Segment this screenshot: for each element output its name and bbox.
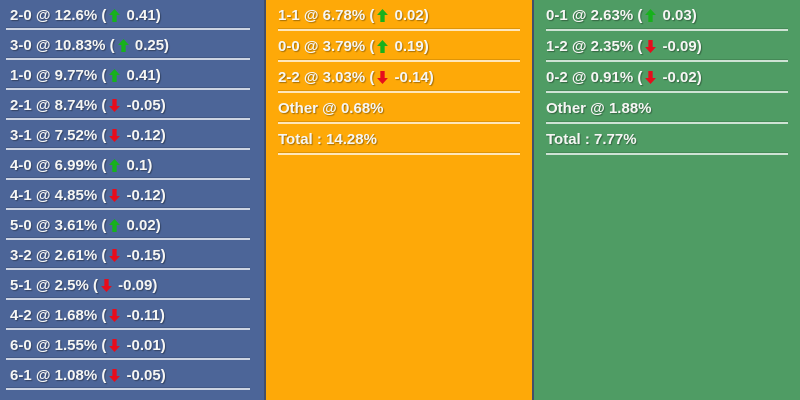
odds-text: Other @ 1.88% [546,100,652,117]
odds-row[interactable]: 3-2 @ 2.61% ( -0.15) [0,240,264,270]
odds-row[interactable]: 5-1 @ 2.5% ( -0.09) [0,270,264,300]
draw-scores-column: 1-1 @ 6.78% ( 0.02) 0-0 @ 3.79% ( 0.19) … [266,0,532,400]
odds-row[interactable]: Total : 7.77% [534,124,800,155]
odds-change: -0.01) [122,336,166,354]
odds-row[interactable]: 1-2 @ 2.35% ( -0.09) [534,31,800,62]
odds-row[interactable]: Other @ 1.88% [534,93,800,124]
odds-text: 0-1 @ 2.63% ( [546,7,643,24]
odds-text: 4-1 @ 4.85% ( [10,186,107,204]
odds-text: 2-2 @ 3.03% ( [278,69,375,86]
up-arrow-icon [377,40,389,53]
up-arrow-icon [109,8,121,22]
up-arrow-icon [377,9,389,22]
odds-change: 0.41) [122,66,161,84]
odds-row[interactable]: 6-0 @ 1.55% ( -0.01) [0,330,264,360]
down-arrow-icon [109,98,121,112]
column-divider [532,0,534,400]
odds-change: -0.05) [122,366,166,384]
odds-text: 2-0 @ 12.6% ( [10,6,107,24]
down-arrow-icon [101,278,112,292]
odds-change: -0.09) [114,276,158,294]
column-divider [264,0,266,400]
odds-text: 5-1 @ 2.5% ( [10,276,98,294]
up-arrow-icon [109,218,121,232]
odds-change: 0.41) [122,6,161,24]
odds-text: 1-1 @ 6.78% ( [278,7,375,24]
up-arrow-icon [645,9,657,22]
up-arrow-icon [117,38,129,52]
odds-row[interactable]: 1-1 @ 6.78% ( 0.02) [266,0,532,31]
odds-row[interactable]: 4-1 @ 4.85% ( -0.12) [0,180,264,210]
odds-change: 0.19) [390,38,429,55]
odds-text: Other @ 0.68% [278,100,384,117]
odds-change: 0.02) [122,216,161,234]
odds-change: 0.02) [390,7,429,24]
odds-text: 0-0 @ 3.79% ( [278,38,375,55]
odds-change: -0.12) [122,186,166,204]
odds-text: 4-2 @ 1.68% ( [10,306,107,324]
odds-change: -0.02) [658,69,702,86]
odds-row[interactable]: 4-2 @ 1.68% ( -0.11) [0,300,264,330]
down-arrow-icon [109,308,121,322]
down-arrow-icon [109,368,121,382]
odds-row[interactable]: 4-0 @ 6.99% ( 0.1) [0,150,264,180]
odds-row[interactable]: 2-2 @ 3.03% ( -0.14) [266,62,532,93]
down-arrow-icon [109,128,121,142]
odds-text: 0-2 @ 0.91% ( [546,69,643,86]
odds-text: 1-0 @ 9.77% ( [10,66,107,84]
odds-text: 2-1 @ 8.74% ( [10,96,107,114]
odds-text: 3-0 @ 10.83% ( [10,36,115,54]
odds-row[interactable]: 0-2 @ 0.91% ( -0.02) [534,62,800,93]
down-arrow-icon [645,71,657,84]
odds-row[interactable]: 2-0 @ 12.6% ( 0.41) [0,0,264,30]
odds-change: -0.12) [122,126,166,144]
down-arrow-icon [377,71,389,84]
odds-row[interactable]: 5-0 @ 3.61% ( 0.02) [0,210,264,240]
odds-text: 6-0 @ 1.55% ( [10,336,107,354]
odds-change: -0.09) [658,38,702,55]
up-arrow-icon [109,158,121,172]
down-arrow-icon [109,338,121,352]
odds-row[interactable]: 2-1 @ 8.74% ( -0.05) [0,90,264,120]
down-arrow-icon [645,40,657,53]
odds-row[interactable]: Other @ 0.68% [266,93,532,124]
odds-text: 1-2 @ 2.35% ( [546,38,643,55]
odds-change: 0.1) [122,156,153,174]
odds-change: -0.05) [122,96,166,114]
odds-text: 6-1 @ 1.08% ( [10,366,107,384]
odds-row[interactable]: 1-0 @ 9.77% ( 0.41) [0,60,264,90]
odds-row[interactable]: 0-0 @ 3.79% ( 0.19) [266,31,532,62]
up-arrow-icon [109,68,121,82]
odds-row[interactable]: 3-0 @ 10.83% ( 0.25) [0,30,264,60]
odds-row[interactable]: 6-1 @ 1.08% ( -0.05) [0,360,264,390]
odds-change: -0.11) [122,306,165,324]
odds-change: -0.15) [122,246,166,264]
odds-change: -0.14) [390,69,434,86]
odds-row[interactable]: Total : 14.28% [266,124,532,155]
odds-text: Total : 14.28% [278,131,377,148]
odds-row[interactable]: 0-1 @ 2.63% ( 0.03) [534,0,800,31]
odds-text: 3-2 @ 2.61% ( [10,246,107,264]
odds-change: 0.03) [658,7,697,24]
home-scores-column: 2-0 @ 12.6% ( 0.41) 3-0 @ 10.83% ( 0.25)… [0,0,264,400]
odds-change: 0.25) [130,36,170,54]
odds-text: 4-0 @ 6.99% ( [10,156,107,174]
odds-text: 3-1 @ 7.52% ( [10,126,107,144]
odds-text: Total : 7.77% [546,131,637,148]
odds-text: 5-0 @ 3.61% ( [10,216,107,234]
odds-row[interactable]: 3-1 @ 7.52% ( -0.12) [0,120,264,150]
down-arrow-icon [109,248,121,262]
away-scores-column: 0-1 @ 2.63% ( 0.03) 1-2 @ 2.35% ( -0.09)… [534,0,800,400]
down-arrow-icon [109,188,121,202]
